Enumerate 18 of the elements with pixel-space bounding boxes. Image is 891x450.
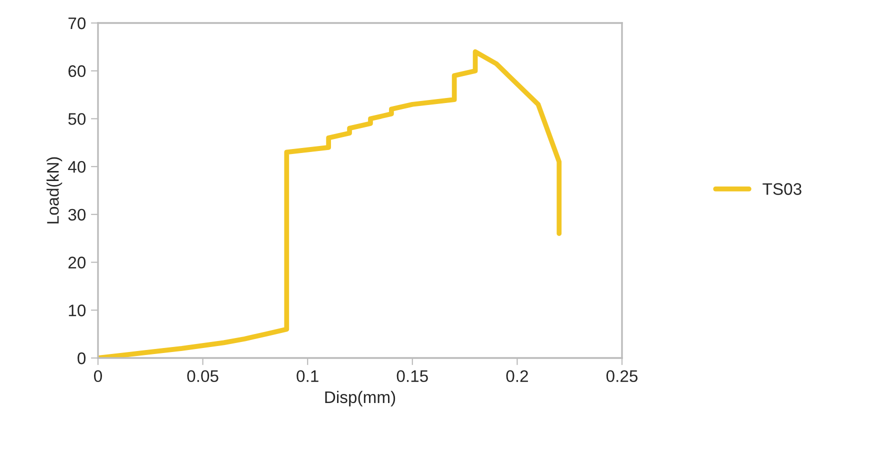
x-tick-label: 0.25 (606, 370, 638, 382)
y-tick-label: 40 (68, 160, 86, 173)
x-tick-label: 0.15 (396, 370, 428, 382)
legend-label: TS03 (762, 183, 802, 195)
y-tick-label: 0 (78, 352, 86, 364)
x-tick-label: 0.2 (506, 370, 528, 382)
y-tick-label: 20 (68, 256, 86, 268)
y-tick-label: 10 (68, 304, 86, 316)
y-axis-title: Load(kN) (46, 157, 62, 224)
x-tick-label: 0.1 (296, 370, 318, 382)
x-axis-title: Disp(mm) (325, 390, 396, 406)
y-tick-label: 30 (68, 208, 86, 221)
x-tick-label: 0.05 (187, 370, 218, 382)
y-tick-label: 50 (68, 113, 86, 125)
y-tick-label: 70 (68, 17, 86, 30)
x-tick-label: 0 (94, 370, 102, 382)
line-series (98, 49, 562, 358)
y-tick-label: 60 (68, 65, 86, 78)
